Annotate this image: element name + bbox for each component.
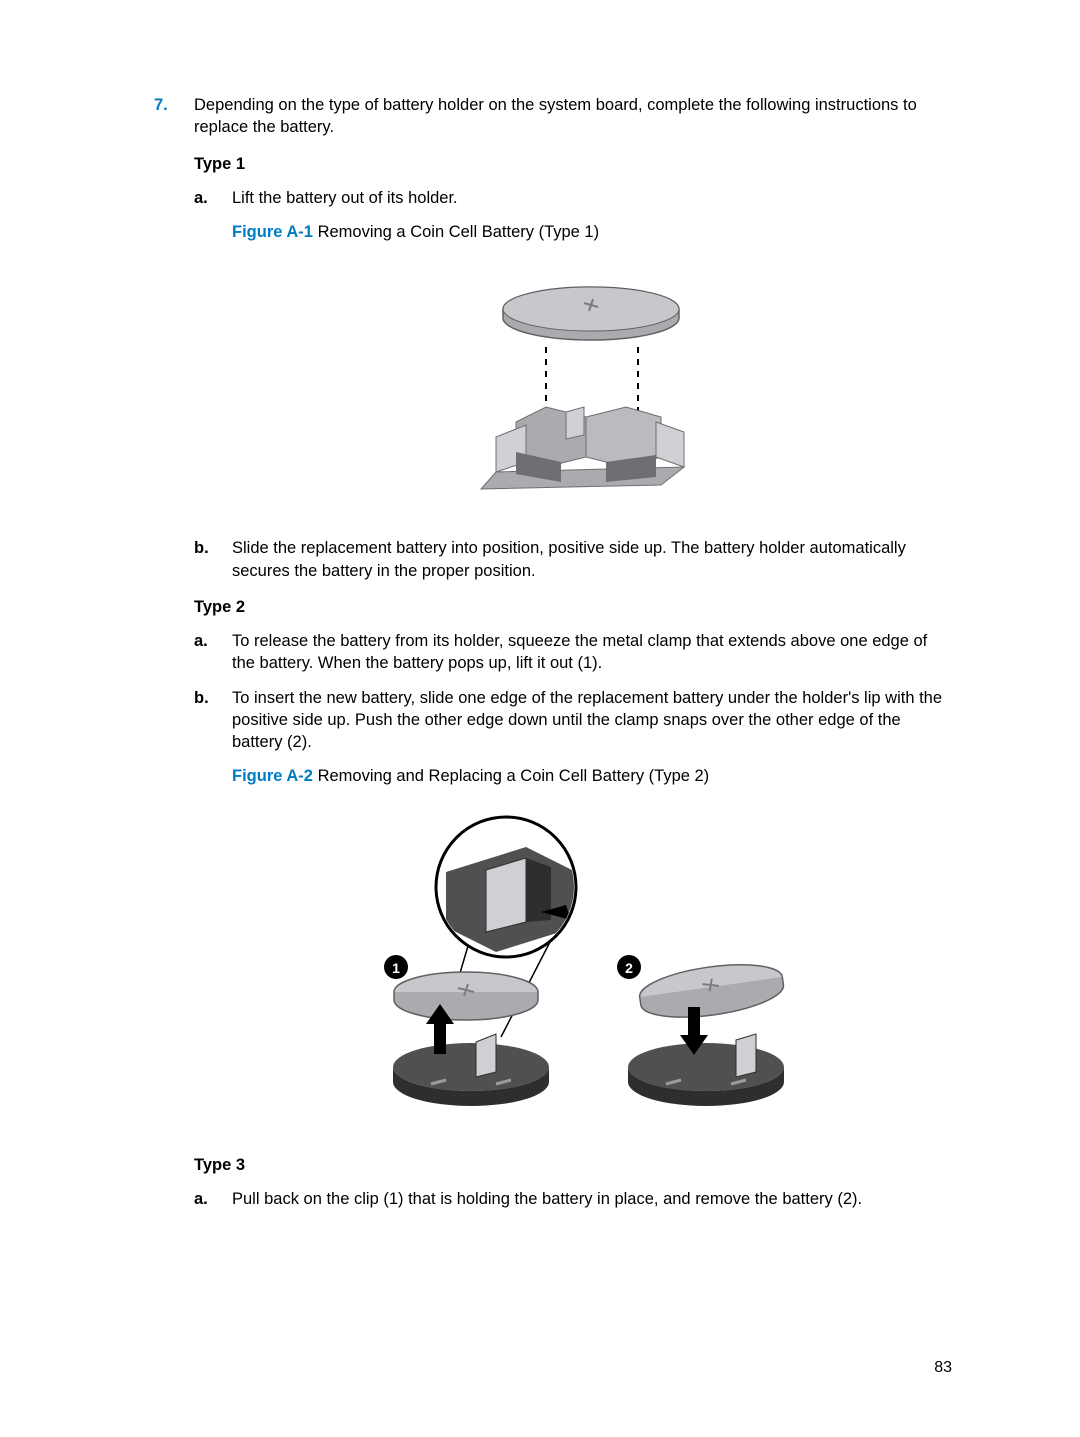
figure-a2: 1 2 xyxy=(232,812,950,1112)
type3-a: a. Pull back on the clip (1) that is hol… xyxy=(194,1188,950,1210)
page-number: 83 xyxy=(934,1359,952,1377)
figure-a2-caption: Figure A-2 Removing and Replacing a Coin… xyxy=(232,765,950,787)
sub-letter: a. xyxy=(194,187,232,526)
sub-letter: a. xyxy=(194,630,232,675)
type1-a: a. Lift the battery out of its holder. F… xyxy=(194,187,950,526)
type2-b-text: To insert the new battery, slide one edg… xyxy=(232,687,950,754)
step-intro-text: Depending on the type of battery holder … xyxy=(194,94,950,139)
figure-caption-text: Removing and Replacing a Coin Cell Batte… xyxy=(313,767,709,785)
figure-a2-svg: 1 2 xyxy=(376,812,806,1112)
sub-letter: a. xyxy=(194,1188,232,1210)
type1-b: b. Slide the replacement battery into po… xyxy=(194,537,950,582)
type1-a-text: Lift the battery out of its holder. xyxy=(232,187,950,209)
svg-text:1: 1 xyxy=(392,960,400,976)
step-7: 7. Depending on the type of battery hold… xyxy=(154,94,950,1222)
document-page: 7. Depending on the type of battery hold… xyxy=(0,0,1080,1284)
sub-body: To insert the new battery, slide one edg… xyxy=(232,687,950,1140)
step-body: Depending on the type of battery holder … xyxy=(194,94,950,1222)
figure-label: Figure A-2 xyxy=(232,767,313,785)
svg-text:2: 2 xyxy=(625,960,633,976)
figure-a1 xyxy=(232,267,950,497)
type-1-heading: Type 1 xyxy=(194,153,950,175)
type2-a: a. To release the battery from its holde… xyxy=(194,630,950,675)
figure-a1-svg xyxy=(456,267,726,497)
sub-body: Lift the battery out of its holder. Figu… xyxy=(232,187,950,526)
step-number: 7. xyxy=(154,94,194,1222)
type-3-heading: Type 3 xyxy=(194,1154,950,1176)
type1-b-text: Slide the replacement battery into posit… xyxy=(232,537,950,582)
type-2-heading: Type 2 xyxy=(194,596,950,618)
figure-caption-text: Removing a Coin Cell Battery (Type 1) xyxy=(313,223,599,241)
type3-a-text: Pull back on the clip (1) that is holdin… xyxy=(232,1188,950,1210)
sub-letter: b. xyxy=(194,537,232,582)
figure-a1-caption: Figure A-1 Removing a Coin Cell Battery … xyxy=(232,221,950,243)
figure-label: Figure A-1 xyxy=(232,223,313,241)
sub-letter: b. xyxy=(194,687,232,1140)
type2-b: b. To insert the new battery, slide one … xyxy=(194,687,950,1140)
type2-a-text: To release the battery from its holder, … xyxy=(232,630,950,675)
